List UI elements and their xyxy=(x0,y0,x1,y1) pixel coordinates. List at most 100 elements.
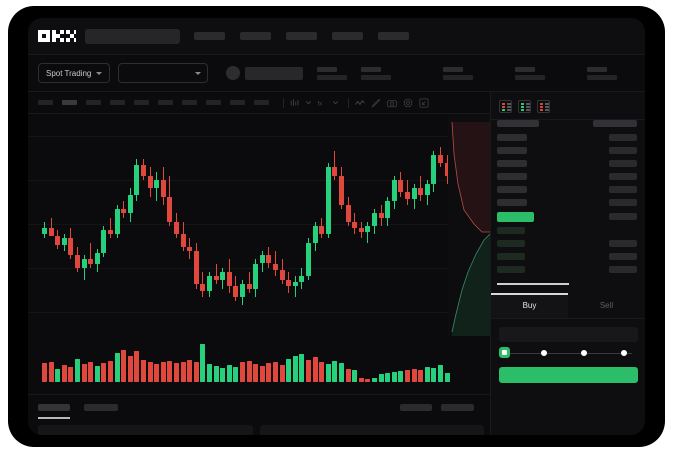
volume-bar xyxy=(286,358,292,382)
candle-wick xyxy=(50,217,52,235)
stepper-step-1-active[interactable] xyxy=(499,347,510,358)
ticker-stat-5 xyxy=(587,66,618,80)
tab-buy-label: Buy xyxy=(522,301,537,310)
orderbook-bid-row[interactable] xyxy=(497,227,525,234)
timeframe-button-10[interactable] xyxy=(254,100,269,105)
timeframe-button-5[interactable] xyxy=(134,100,149,105)
candle-body xyxy=(438,154,443,164)
candle-body xyxy=(233,286,239,297)
volume-bar xyxy=(306,359,311,382)
indicators-icon[interactable]: fx xyxy=(316,97,328,109)
orderbook-mode-asks[interactable] xyxy=(537,100,550,113)
pencil-icon[interactable] xyxy=(370,97,382,109)
orderbook-bid-row[interactable] xyxy=(497,240,525,247)
orderbook-mode-bids[interactable] xyxy=(518,100,531,113)
volume-bar xyxy=(200,343,206,382)
fullscreen-icon[interactable] xyxy=(418,97,430,109)
volume-bar xyxy=(418,369,424,382)
candle-body xyxy=(319,225,325,235)
orderbook-bid-row[interactable] xyxy=(497,266,525,273)
orderbook-depth-bar xyxy=(497,283,569,285)
app-header xyxy=(28,18,645,55)
bottom-action-2[interactable] xyxy=(441,404,474,411)
bottom-action-1[interactable] xyxy=(400,404,432,411)
candlestick-chart[interactable] xyxy=(28,114,490,336)
orderbook-ask-row[interactable] xyxy=(497,199,527,206)
timeframe-button-3[interactable] xyxy=(86,100,101,105)
depth-chart-overlay xyxy=(448,114,490,336)
bottom-tab-2[interactable] xyxy=(84,404,118,411)
orderbook-ask-row[interactable] xyxy=(497,173,527,180)
nav-item-5[interactable] xyxy=(378,32,409,40)
camera-icon[interactable] xyxy=(386,97,398,109)
ticker-stat-2 xyxy=(361,66,392,80)
buy-sell-tabs: Buy Sell xyxy=(491,293,645,319)
volume-bar xyxy=(88,362,94,382)
toolbar-divider xyxy=(283,97,284,108)
candle-wick xyxy=(334,150,336,180)
settings-icon[interactable] xyxy=(402,97,414,109)
candle-body xyxy=(352,221,358,228)
candle-body xyxy=(55,236,61,245)
order-book[interactable] xyxy=(491,119,645,285)
order-stepper[interactable] xyxy=(499,347,637,359)
search-input[interactable] xyxy=(85,28,180,44)
volume-bar xyxy=(101,363,107,382)
orderbook-ask-row[interactable] xyxy=(497,186,527,193)
last-price-value xyxy=(245,66,304,80)
volume-bar xyxy=(167,360,173,382)
volume-bar xyxy=(444,373,450,382)
timeframe-button-4[interactable] xyxy=(110,100,125,105)
timeframe-button-9[interactable] xyxy=(230,100,245,105)
submit-order-button[interactable] xyxy=(499,367,638,383)
chart-type-dropdown-icon[interactable] xyxy=(305,97,312,109)
volume-bar xyxy=(259,366,265,382)
bottom-tab-1[interactable] xyxy=(38,404,70,411)
tab-sell[interactable]: Sell xyxy=(568,293,645,318)
candle-body xyxy=(411,188,417,199)
nav-item-2[interactable] xyxy=(240,32,271,40)
volume-bar xyxy=(114,352,120,382)
candle-body xyxy=(332,167,338,176)
candle-body xyxy=(94,253,100,264)
spot-trading-label: Spot Trading xyxy=(46,68,92,78)
tab-buy[interactable]: Buy xyxy=(491,293,568,318)
stepper-step-4[interactable] xyxy=(621,349,627,356)
timeframe-button-7[interactable] xyxy=(182,100,197,105)
chevron-down-icon xyxy=(195,71,202,75)
timeframe-button-6[interactable] xyxy=(158,100,173,105)
candle-body xyxy=(292,282,298,287)
volume-bar xyxy=(246,360,252,382)
timeframe-button-2[interactable] xyxy=(62,100,77,105)
spot-trading-dropdown[interactable]: Spot Trading xyxy=(38,63,111,83)
timeframe-button-8[interactable] xyxy=(206,100,221,105)
volume-bar xyxy=(438,365,443,382)
candle-body xyxy=(61,238,67,245)
orderbook-ask-row[interactable] xyxy=(497,160,527,167)
orderbook-mode-both[interactable] xyxy=(499,100,512,113)
orderbook-ask-row[interactable] xyxy=(497,134,527,141)
order-form-field-1[interactable] xyxy=(499,327,638,342)
orderbook-ask-row[interactable] xyxy=(497,147,527,154)
candle-body xyxy=(418,188,424,195)
stepper-step-3[interactable] xyxy=(581,349,587,356)
volume-bar xyxy=(48,361,54,382)
candle-wick xyxy=(248,271,250,293)
candle-body xyxy=(200,284,206,291)
okx-logo[interactable] xyxy=(38,29,76,43)
nav-item-3[interactable] xyxy=(286,32,317,40)
candle-body xyxy=(213,276,219,281)
stepper-step-2[interactable] xyxy=(541,349,547,356)
timeframe-button-1[interactable] xyxy=(38,100,53,105)
candle-body xyxy=(345,205,351,222)
candle-body xyxy=(114,209,120,235)
line-chart-icon[interactable] xyxy=(354,97,366,109)
nav-item-4[interactable] xyxy=(332,32,363,40)
candlestick-chart-icon[interactable] xyxy=(289,97,301,109)
trading-pair-select[interactable] xyxy=(118,63,209,83)
orderbook-bid-row[interactable] xyxy=(497,253,525,260)
nav-item-1[interactable] xyxy=(194,32,225,40)
indicators-dropdown-icon[interactable] xyxy=(332,97,339,109)
orderbook-header-qty xyxy=(593,120,637,127)
candle-body xyxy=(246,284,252,289)
